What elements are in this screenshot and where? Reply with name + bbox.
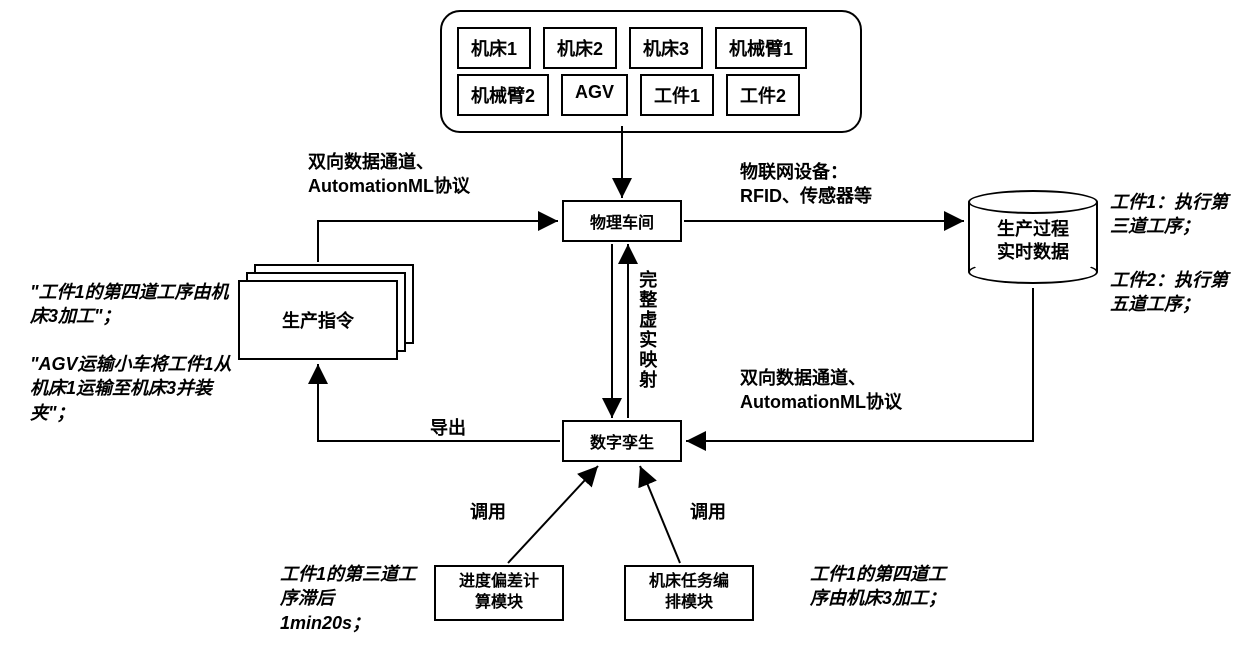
edge-label-bidir-left: 双向数据通道、 AutomationML协议 xyxy=(308,150,470,199)
equipment-row-2: 机械臂2 AGV 工件1 工件2 xyxy=(457,74,845,116)
module2-line1: 机床任务编 xyxy=(649,572,729,593)
module2-line2: 排模块 xyxy=(665,593,713,614)
annotation-left-2: "AGV运输小车将工件1从机床1运输至机床3并装夹"； xyxy=(30,352,235,425)
instructions-label: 生产指令 xyxy=(238,280,398,360)
module1-line1: 进度偏差计 xyxy=(459,572,539,593)
equipment-item: 工件2 xyxy=(726,74,800,116)
annotation-bottom-right: 工件1的第四道工序由机床3加工； xyxy=(810,562,950,611)
annotation-right-2: 工件2：执行第五道工序； xyxy=(1110,268,1240,317)
equipment-row-1: 机床1 机床2 机床3 机械臂1 xyxy=(457,27,845,69)
equipment-item: 工件1 xyxy=(640,74,714,116)
edge-label-mapping: 完整虚实映射 xyxy=(634,270,654,397)
annotation-right-1: 工件1：执行第三道工序； xyxy=(1110,190,1240,239)
equipment-item: 机械臂2 xyxy=(457,74,549,116)
edge-label-iot: 物联网设备： RFID、传感器等 xyxy=(740,160,872,209)
node-digital-twin: 数字孪生 xyxy=(562,420,682,462)
node-physical-workshop: 物理车间 xyxy=(562,200,682,242)
equipment-item: 机械臂1 xyxy=(715,27,807,69)
equipment-item: 机床1 xyxy=(457,27,531,69)
node-progress-module: 进度偏差计 算模块 xyxy=(434,565,564,621)
db-line1: 生产过程 xyxy=(997,219,1069,239)
edge-label-call-2: 调用 xyxy=(690,500,726,524)
annotation-left-1: "工件1的第四道工序由机床3加工"； xyxy=(30,280,230,329)
edge-label-call-1: 调用 xyxy=(470,500,506,524)
equipment-item: AGV xyxy=(561,74,628,116)
node-schedule-module: 机床任务编 排模块 xyxy=(624,565,754,621)
equipment-item: 机床2 xyxy=(543,27,617,69)
equipment-container: 机床1 机床2 机床3 机械臂1 机械臂2 AGV 工件1 工件2 xyxy=(440,10,862,133)
annotation-bottom-left: 工件1的第三道工序滞后1min20s； xyxy=(280,562,420,635)
db-line2: 实时数据 xyxy=(997,242,1069,262)
edge-label-export: 导出 xyxy=(430,416,466,440)
edge-label-bidir-right: 双向数据通道、 AutomationML协议 xyxy=(740,366,902,415)
module1-line2: 算模块 xyxy=(475,593,523,614)
equipment-item: 机床3 xyxy=(629,27,703,69)
